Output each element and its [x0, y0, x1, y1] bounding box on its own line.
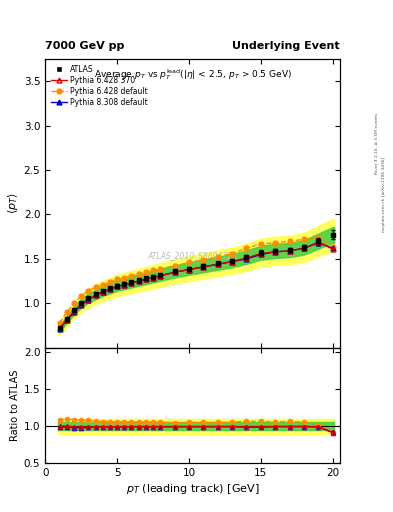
Y-axis label: Ratio to ATLAS: Ratio to ATLAS: [9, 370, 20, 441]
Legend: ATLAS, Pythia 6.428 370, Pythia 6.428 default, Pythia 8.308 default: ATLAS, Pythia 6.428 370, Pythia 6.428 de…: [49, 62, 150, 109]
Text: mcplots.cern.ch [arXiv:1306.3436]: mcplots.cern.ch [arXiv:1306.3436]: [382, 157, 386, 232]
Text: Underlying Event: Underlying Event: [232, 41, 340, 51]
Text: Average $p_T$ vs $p_T^{\mathrm{lead}}$(|$\eta$| < 2.5, $p_T$ > 0.5 GeV): Average $p_T$ vs $p_T^{\mathrm{lead}}$(|…: [94, 68, 292, 82]
X-axis label: $p_T$ (leading track) [GeV]: $p_T$ (leading track) [GeV]: [126, 482, 259, 497]
Text: 7000 GeV pp: 7000 GeV pp: [45, 41, 125, 51]
Y-axis label: $\langle p_T \rangle$: $\langle p_T \rangle$: [6, 193, 20, 214]
Text: Rivet 3.1.10, ≥ 3.5M events: Rivet 3.1.10, ≥ 3.5M events: [375, 113, 379, 174]
Text: ATLAS_2010_S8894728: ATLAS_2010_S8894728: [147, 251, 238, 260]
